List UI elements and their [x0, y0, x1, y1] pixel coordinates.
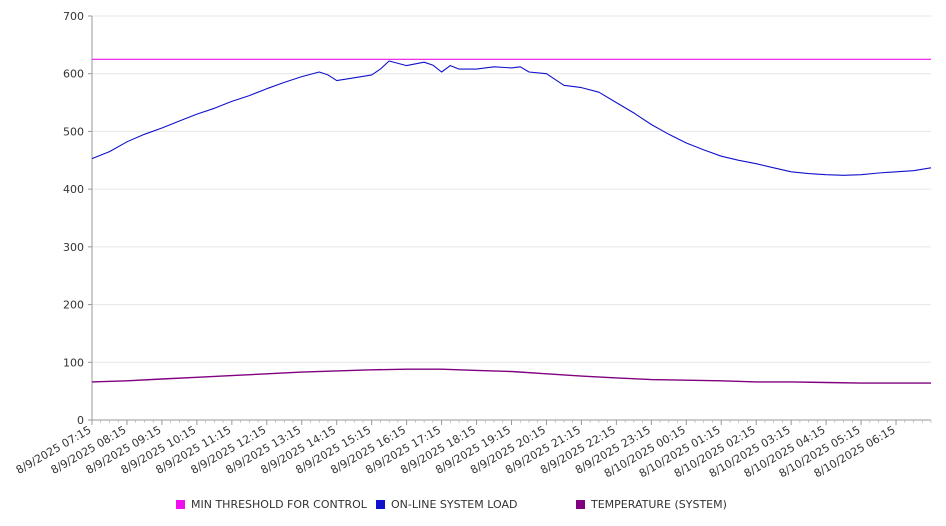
series-lines [91, 58, 932, 384]
legend-item-min-threshold[interactable]: MIN THRESHOLD FOR CONTROL [176, 498, 367, 511]
legend-item-system-load[interactable]: ON-LINE SYSTEM LOAD [376, 498, 517, 511]
legend-swatch-system-load [376, 500, 385, 509]
legend: MIN THRESHOLD FOR CONTROL ON-LINE SYSTEM… [0, 498, 946, 516]
y-tick-label: 400 [63, 183, 84, 196]
y-tick-label: 200 [63, 299, 84, 312]
grid-lines [92, 15, 931, 363]
y-tick-label: 700 [63, 10, 84, 23]
series-line-system-load [91, 60, 932, 176]
y-tick-label: 100 [63, 356, 84, 369]
legend-swatch-temperature [576, 500, 585, 509]
y-tick-label: 0 [77, 414, 84, 427]
series-line-temperature [91, 368, 931, 384]
axes [91, 16, 931, 421]
y-tick-label: 300 [63, 241, 84, 254]
legend-item-temperature[interactable]: TEMPERATURE (SYSTEM) [576, 498, 727, 511]
legend-label-min-threshold: MIN THRESHOLD FOR CONTROL [191, 498, 367, 511]
y-tick-label: 600 [63, 68, 84, 81]
legend-label-system-load: ON-LINE SYSTEM LOAD [391, 498, 518, 511]
legend-label-temperature: TEMPERATURE (SYSTEM) [591, 498, 727, 511]
y-axis-ticks: 0 100 200 300 400 500 600 700 [63, 10, 92, 427]
legend-swatch-min-threshold [176, 500, 185, 509]
y-tick-label: 500 [63, 125, 84, 138]
x-axis-ticks: 8/9/2025 07:158/9/2025 08:158/9/2025 09:… [14, 420, 932, 480]
